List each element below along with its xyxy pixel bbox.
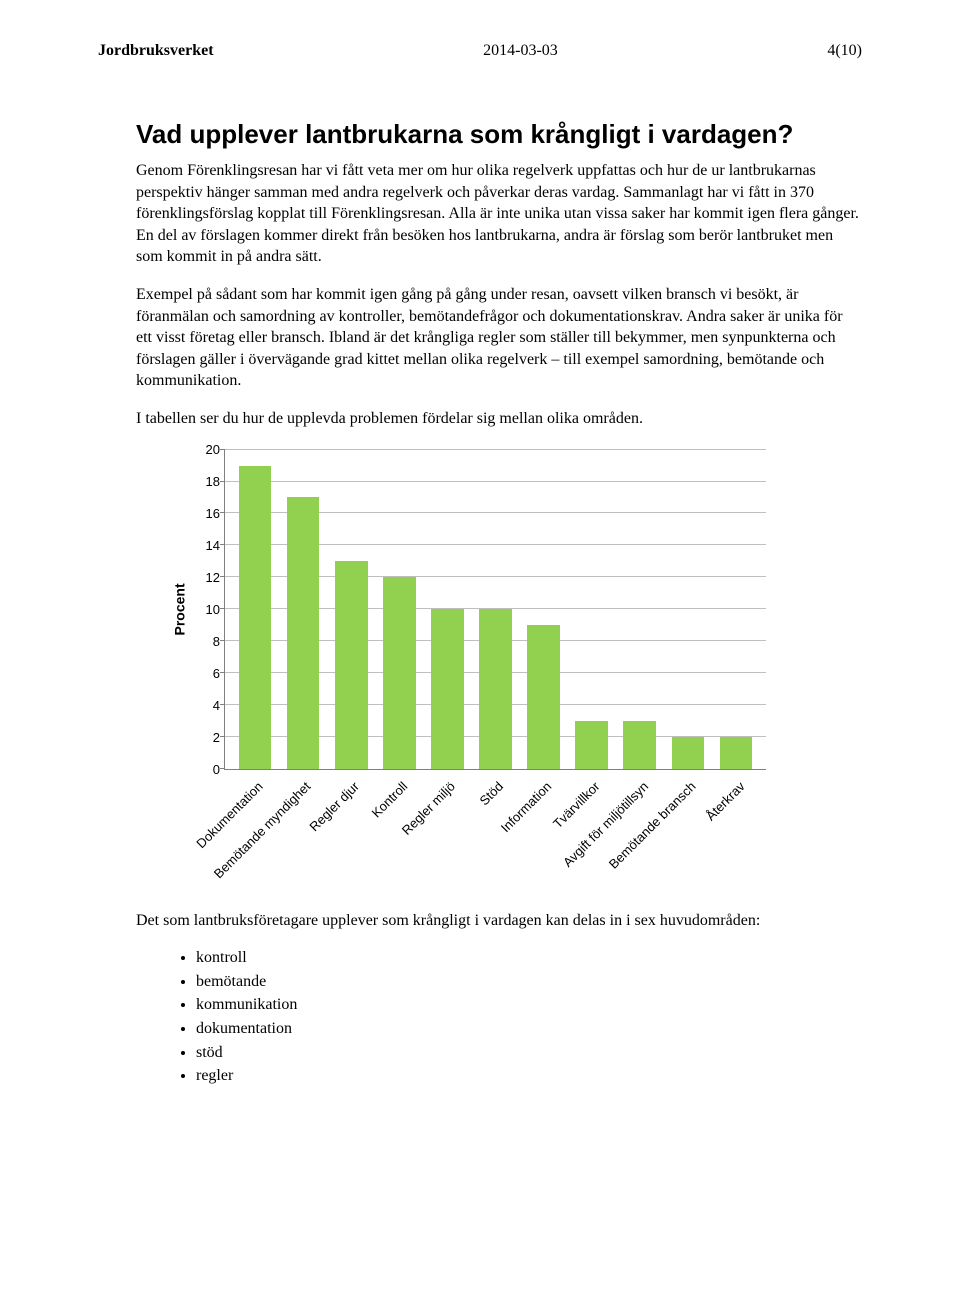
chart-bar (431, 609, 464, 769)
chart-ytick: 16 (206, 505, 220, 523)
chart-bar (335, 561, 368, 768)
chart-bar (239, 466, 272, 769)
chart-yticks: 02468101214161820 (194, 450, 224, 770)
list-item: bemötande (196, 971, 862, 993)
chart-bar (720, 737, 753, 769)
chart-ytick: 18 (206, 473, 220, 491)
paragraph-3: I tabellen ser du hur de upplevda proble… (136, 408, 862, 430)
chart-ylabel: Procent (171, 584, 190, 636)
list-item: kontroll (196, 947, 862, 969)
header-date: 2014-03-03 (483, 40, 558, 62)
header-page: 4(10) (827, 40, 862, 62)
chart-ytick: 6 (213, 665, 220, 683)
list-item: stöd (196, 1042, 862, 1064)
chart-ytick: 4 (213, 697, 220, 715)
chart-ytick: 8 (213, 633, 220, 651)
chart-xlabel: Kontroll (367, 778, 411, 822)
chart-xlabels: DokumentationBemötande myndighetRegler d… (224, 770, 766, 880)
bar-chart: Procent 02468101214161820 DokumentationB… (166, 450, 766, 880)
chart-xlabel: Stöd (476, 778, 507, 809)
bullet-list: kontroll bemötande kommunikation dokumen… (136, 947, 862, 1087)
list-item: regler (196, 1065, 862, 1087)
chart-ytick: 20 (206, 441, 220, 459)
chart-ytick: 0 (213, 761, 220, 779)
chart-bar (527, 625, 560, 769)
chart-ytick: 10 (206, 601, 220, 619)
chart-plot-area (224, 450, 766, 770)
chart-ytick: 12 (206, 569, 220, 587)
paragraph-1: Genom Förenklingsresan har vi fått veta … (136, 160, 862, 268)
page-title: Vad upplever lantbrukarna som krångligt … (136, 118, 862, 151)
chart-bar (672, 737, 705, 769)
paragraph-2: Exempel på sådant som har kommit igen gå… (136, 284, 862, 392)
list-item: kommunikation (196, 994, 862, 1016)
chart-ytick: 2 (213, 729, 220, 747)
list-item: dokumentation (196, 1018, 862, 1040)
header-org: Jordbruksverket (98, 40, 214, 62)
chart-bar (623, 721, 656, 769)
chart-bar (575, 721, 608, 769)
chart-bar (383, 577, 416, 768)
chart-bar (287, 497, 320, 768)
chart-ytick: 14 (206, 537, 220, 555)
chart-bar (479, 609, 512, 769)
paragraph-4: Det som lantbruksföretagare upplever som… (136, 910, 862, 932)
